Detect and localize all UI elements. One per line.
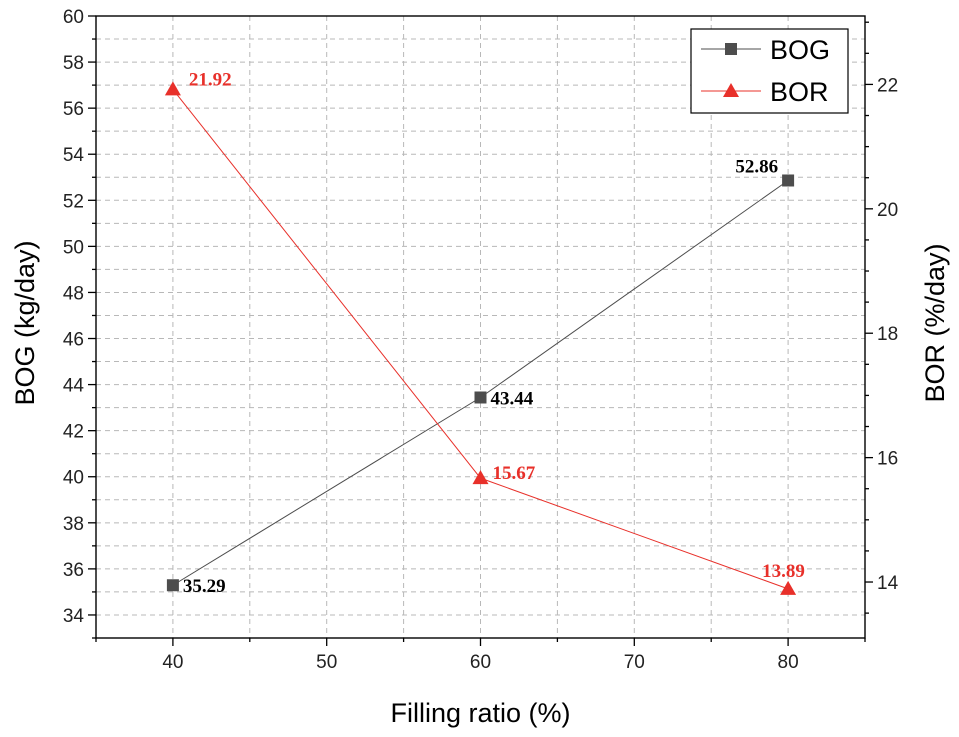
bor-data-label: 13.89 bbox=[762, 561, 805, 582]
y-tick-label-left: 52 bbox=[63, 191, 84, 212]
y-tick-label-left: 58 bbox=[63, 53, 84, 74]
y-tick-label-left: 48 bbox=[63, 283, 84, 304]
y-tick-label-left: 36 bbox=[63, 560, 84, 581]
y-tick-label-left: 60 bbox=[63, 7, 84, 28]
y-tick-label-right: 22 bbox=[877, 75, 898, 96]
y-tick-label-right: 18 bbox=[877, 324, 898, 345]
y-tick-label-left: 50 bbox=[63, 237, 84, 258]
y-tick-label-left: 34 bbox=[63, 606, 85, 627]
y-tick-label-right: 16 bbox=[877, 449, 898, 470]
legend-label-bog: BOG bbox=[770, 35, 830, 65]
y-tick-label-left: 46 bbox=[63, 330, 84, 351]
bog-data-label: 43.44 bbox=[491, 388, 534, 409]
y-axis-title-right: BOR (%/day) bbox=[920, 243, 950, 402]
y-tick-label-left: 56 bbox=[63, 99, 84, 120]
bor-data-label: 21.92 bbox=[189, 69, 232, 90]
bog-data-label: 52.86 bbox=[735, 156, 778, 177]
legend-marker-bog bbox=[725, 43, 737, 55]
x-tick-label: 80 bbox=[778, 652, 799, 673]
bor-data-label: 15.67 bbox=[493, 463, 536, 484]
bor-point bbox=[780, 580, 797, 595]
legend-marker-bor bbox=[723, 83, 739, 97]
bog-point bbox=[782, 174, 795, 187]
x-tick-label: 40 bbox=[162, 652, 183, 673]
y-tick-label-left: 38 bbox=[63, 514, 84, 535]
data-labels: 35.29 43.44 52.86 21.92 15.67 13.89 bbox=[183, 69, 805, 597]
y-tick-label-right: 20 bbox=[877, 200, 898, 221]
bog-point bbox=[474, 391, 487, 404]
bog-data-label: 35.29 bbox=[183, 576, 226, 597]
legend-label-bor: BOR bbox=[770, 77, 829, 107]
y-tick-label-left: 42 bbox=[63, 422, 84, 443]
x-axis-title: Filling ratio (%) bbox=[390, 698, 570, 728]
bog-point bbox=[166, 579, 179, 592]
legend-box bbox=[690, 28, 849, 114]
y-tick-label-left: 40 bbox=[63, 468, 84, 489]
y-tick-label-right: 14 bbox=[877, 573, 899, 594]
y-axis-title-left: BOG (kg/day) bbox=[10, 240, 40, 405]
legend: BOG BOR bbox=[690, 28, 849, 114]
bor-point bbox=[472, 470, 489, 485]
y-tick-label-left: 54 bbox=[63, 145, 85, 166]
x-tick-label: 50 bbox=[316, 652, 337, 673]
x-tick-label: 60 bbox=[470, 652, 491, 673]
axes: 40 50 60 70 80 34 36 38 40 42 44 46 48 50 52 54 56 58 60 14… bbox=[63, 7, 899, 673]
x-tick-label: 70 bbox=[624, 652, 645, 673]
series-layer bbox=[164, 81, 797, 595]
y-tick-label-left: 44 bbox=[63, 376, 85, 397]
bor-point bbox=[164, 81, 181, 96]
